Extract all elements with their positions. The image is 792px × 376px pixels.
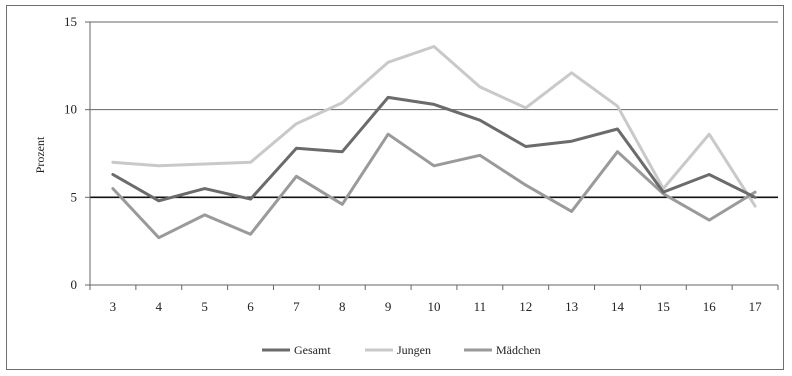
x-tick-label: 6 bbox=[247, 299, 254, 314]
x-tick-label: 16 bbox=[703, 299, 717, 314]
x-tick-label: 11 bbox=[474, 299, 487, 314]
legend-label: Gesamt bbox=[294, 343, 331, 357]
series-lines bbox=[111, 45, 757, 240]
gridlines bbox=[90, 21, 778, 199]
legend-label: Mädchen bbox=[496, 343, 541, 357]
legend: Gesamt Jungen Mädchen bbox=[262, 343, 541, 357]
x-tick-label: 13 bbox=[565, 299, 578, 314]
x-tick-label: 9 bbox=[385, 299, 392, 314]
x-tick-label: 8 bbox=[339, 299, 346, 314]
series-line-mädchen bbox=[111, 132, 757, 240]
x-tick-label: 14 bbox=[611, 299, 625, 314]
y-axis-ticks: 0 5 10 15 bbox=[64, 14, 77, 292]
x-tick-label: 5 bbox=[201, 299, 208, 314]
x-tick-label: 7 bbox=[293, 299, 300, 314]
x-tick-label: 12 bbox=[519, 299, 532, 314]
x-axis: 3 4 5 6 7 8 9 10 11 12 13 14 15 16 17 bbox=[85, 21, 779, 314]
y-tick-label: 15 bbox=[64, 14, 77, 29]
y-tick-label: 0 bbox=[71, 277, 78, 292]
x-tick-label: 15 bbox=[657, 299, 670, 314]
y-tick-label: 10 bbox=[64, 102, 77, 117]
legend-label: Jungen bbox=[397, 343, 431, 357]
y-axis-title: Prozent bbox=[33, 136, 47, 173]
x-tick-label: 4 bbox=[156, 299, 163, 314]
series-line-jungen bbox=[111, 45, 757, 208]
x-tick-label: 3 bbox=[110, 299, 117, 314]
x-tick-label: 10 bbox=[428, 299, 441, 314]
y-tick-label: 5 bbox=[71, 189, 78, 204]
series-line-gesamt bbox=[111, 95, 757, 203]
x-tick-label: 17 bbox=[749, 299, 763, 314]
